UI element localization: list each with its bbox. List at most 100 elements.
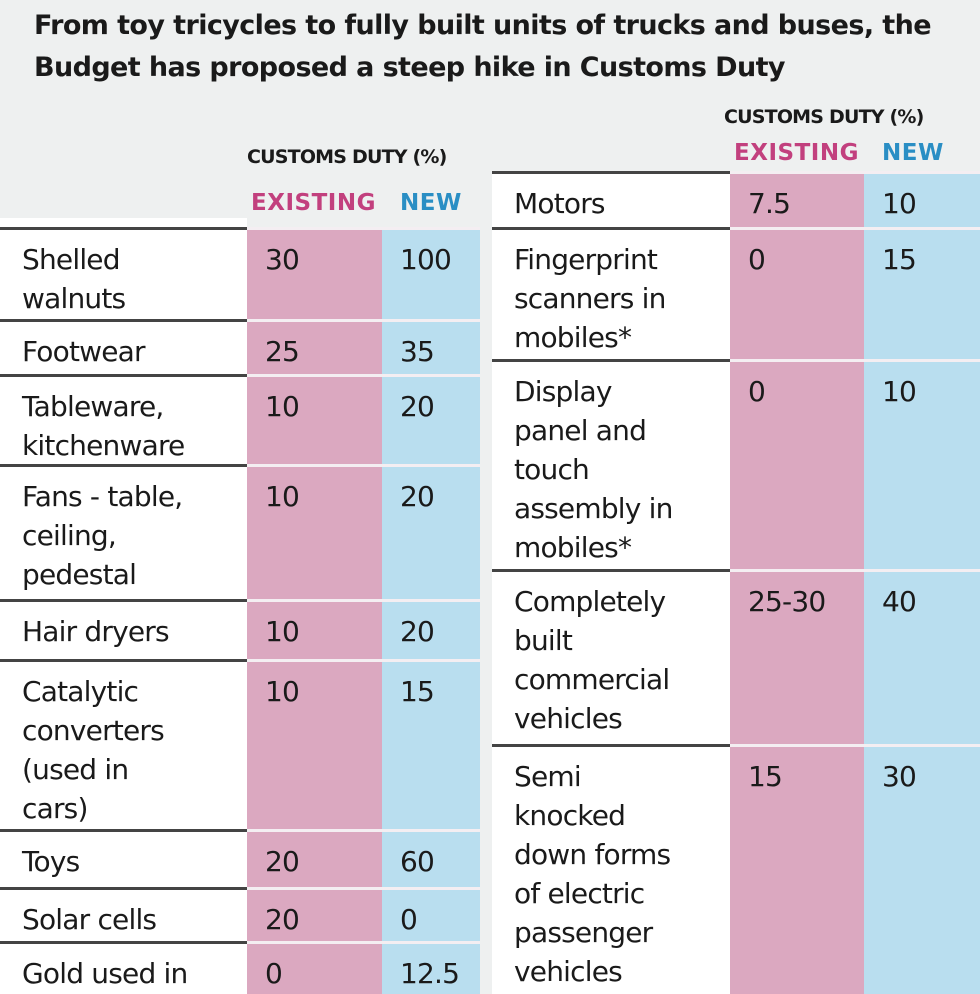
row-divider — [0, 659, 247, 662]
new-value: 10 — [882, 375, 917, 408]
new-value: 30 — [882, 760, 917, 793]
existing-value: 30 — [265, 243, 300, 276]
existing-column — [247, 228, 382, 994]
new-value: 0 — [400, 903, 418, 936]
row-label: Tableware, — [22, 390, 164, 423]
column-header: EXISTING — [734, 140, 859, 166]
row-label: Fans - table, — [22, 480, 183, 513]
label-column — [492, 172, 730, 994]
row-divider — [0, 941, 247, 944]
row-divider — [0, 374, 247, 377]
existing-value: 0 — [748, 375, 766, 408]
row-label: vehicles — [514, 702, 623, 735]
row-label: of electric — [514, 877, 645, 910]
existing-value: 10 — [265, 480, 300, 513]
title-line: Budget has proposed a steep hike in Cust… — [34, 52, 786, 83]
row-divider — [0, 887, 247, 890]
row-label: Footwear — [22, 335, 146, 368]
row-divider — [492, 171, 730, 174]
new-value: 20 — [400, 390, 435, 423]
row-label: down forms — [514, 838, 671, 871]
existing-value: 15 — [748, 760, 783, 793]
row-label: panel and — [514, 414, 647, 447]
row-label: knocked — [514, 799, 626, 832]
column-group-header: CUSTOMS DUTY (%) — [247, 146, 447, 168]
row-label: pedestal — [22, 558, 137, 591]
row-label: Display — [514, 375, 612, 408]
existing-value: 0 — [748, 243, 766, 276]
row-label: Motors — [514, 187, 606, 220]
row-label: Completely — [514, 585, 666, 618]
row-divider — [730, 171, 980, 174]
existing-value: 7.5 — [748, 187, 791, 220]
row-divider — [247, 941, 480, 944]
column-header: EXISTING — [251, 190, 376, 216]
row-divider — [0, 829, 247, 832]
row-divider — [492, 744, 730, 747]
row-divider — [0, 464, 247, 467]
row-label: Semi — [514, 760, 582, 793]
row-divider — [730, 744, 980, 747]
existing-value: 10 — [265, 390, 300, 423]
row-label: assembly in — [514, 492, 673, 525]
existing-value: 25 — [265, 335, 300, 368]
row-divider — [247, 829, 480, 832]
row-label: walnuts — [22, 282, 126, 315]
row-divider — [730, 569, 980, 572]
row-label: mobiles* — [514, 321, 632, 354]
row-divider — [0, 599, 247, 602]
row-label: vehicles — [514, 955, 623, 988]
existing-column — [730, 172, 864, 994]
label-column — [0, 218, 247, 994]
title-line: From toy tricycles to fully built units … — [34, 10, 932, 41]
existing-value: 20 — [265, 845, 300, 878]
row-label: Gold used in — [22, 957, 188, 990]
new-column — [382, 228, 480, 994]
column-header: NEW — [882, 140, 944, 166]
new-value: 100 — [400, 243, 452, 276]
row-divider — [492, 227, 730, 230]
new-value: 15 — [400, 675, 435, 708]
row-divider — [247, 227, 480, 230]
row-divider — [730, 227, 980, 230]
row-label: cars) — [22, 792, 88, 825]
row-label: touch — [514, 453, 590, 486]
row-divider — [492, 569, 730, 572]
row-label: ceiling, — [22, 519, 117, 552]
new-value: 15 — [882, 243, 917, 276]
column-group-header: CUSTOMS DUTY (%) — [724, 106, 924, 128]
existing-value: 25-30 — [748, 585, 826, 618]
new-value: 10 — [882, 187, 917, 220]
row-label: Fingerprint — [514, 243, 658, 276]
new-column — [864, 172, 980, 994]
row-divider — [247, 599, 480, 602]
row-divider — [0, 319, 247, 322]
new-value: 20 — [400, 615, 435, 648]
row-label: (used in — [22, 753, 129, 786]
new-value: 60 — [400, 845, 435, 878]
row-label: built — [514, 624, 573, 657]
column-header: NEW — [400, 190, 462, 216]
row-label: commercial — [514, 663, 670, 696]
row-label: Solar cells — [22, 903, 157, 936]
row-divider — [247, 659, 480, 662]
row-divider — [247, 887, 480, 890]
row-label: Toys — [22, 845, 80, 878]
row-divider — [730, 359, 980, 362]
new-value: 35 — [400, 335, 435, 368]
row-label: Hair dryers — [22, 615, 170, 648]
row-label: Shelled — [22, 243, 121, 276]
row-divider — [492, 359, 730, 362]
row-label: scanners in — [514, 282, 666, 315]
row-divider — [247, 374, 480, 377]
row-divider — [0, 227, 247, 230]
new-value: 12.5 — [400, 957, 460, 990]
row-divider — [247, 319, 480, 322]
row-divider — [247, 464, 480, 467]
row-label: converters — [22, 714, 165, 747]
existing-value: 10 — [265, 675, 300, 708]
row-label: passenger — [514, 916, 653, 949]
row-label: Catalytic — [22, 675, 139, 708]
existing-value: 10 — [265, 615, 300, 648]
